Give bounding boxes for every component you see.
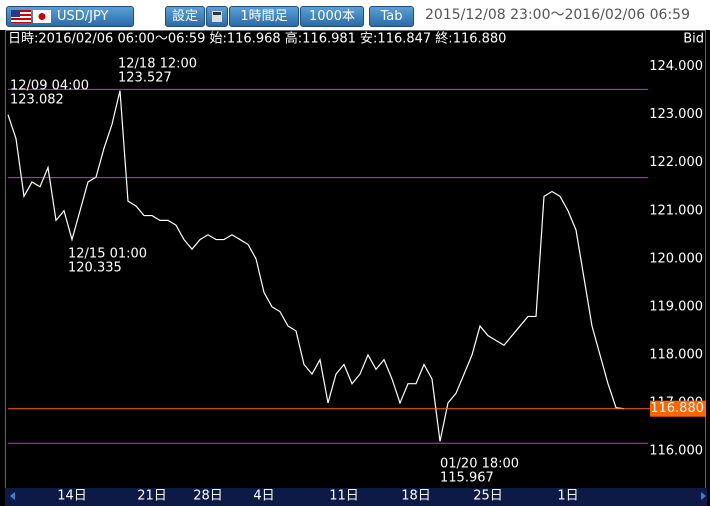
y-tick-label: 123.000 — [649, 107, 703, 122]
x-tick-label: 25日 — [473, 489, 503, 504]
y-tick-label: 119.000 — [649, 299, 703, 314]
icon-button[interactable] — [206, 6, 228, 27]
y-tick-label: 122.000 — [649, 155, 703, 170]
x-tick-label: 4日 — [253, 489, 274, 504]
y-tick-label: 120.000 — [649, 251, 703, 266]
x-tick-label: 14日 — [57, 489, 87, 504]
date-range: 2015/12/08 23:00～2016/02/06 06:59 — [425, 7, 690, 23]
y-tick-label: 124.000 — [649, 59, 703, 74]
x-tick-label: 28日 — [193, 489, 223, 504]
settings-button[interactable]: 設定 — [165, 6, 205, 27]
annotation-time: 12/09 04:00 — [10, 79, 89, 94]
y-tick-label: 121.000 — [649, 203, 703, 218]
pair-label: USD/JPY — [57, 9, 109, 24]
scrollbar[interactable] — [5, 488, 707, 506]
scroll-right[interactable] — [701, 492, 706, 500]
annotation-value: 120.335 — [68, 261, 122, 276]
price-type: Bid — [683, 32, 704, 47]
annotation-value: 115.967 — [440, 471, 494, 486]
chart-background — [0, 30, 710, 506]
x-tick-label: 1日 — [557, 489, 578, 504]
info-text: 日時:2016/02/06 06:00～06:59 始:116.968 高:11… — [8, 31, 506, 47]
scroll-left[interactable] — [10, 492, 15, 500]
count-button[interactable]: 1000本 — [300, 6, 364, 27]
x-tick-label: 18日 — [401, 489, 431, 504]
timeframe-button[interactable]: 1時間足 — [229, 6, 299, 27]
price-line — [7, 90, 625, 442]
annotation-value: 123.082 — [10, 93, 64, 108]
pair-button[interactable]: USD/JPY — [6, 6, 134, 27]
annotation-time: 12/18 12:00 — [118, 57, 197, 72]
current-price-label: 116.880 — [650, 401, 704, 416]
y-tick-label: 116.000 — [649, 443, 703, 458]
icon — [212, 11, 222, 22]
y-tick-label: 118.000 — [649, 347, 703, 362]
flags — [11, 10, 51, 23]
toolbar: USD/JPY 設定 1時間足 1000本 Tab 2015/12/08 23:… — [0, 0, 710, 30]
tab-button[interactable]: Tab — [369, 6, 414, 27]
x-tick-label: 11日 — [329, 489, 359, 504]
annotation-time: 01/20 18:00 — [440, 457, 519, 472]
current-price-box — [650, 400, 706, 417]
annotation-value: 123.527 — [118, 71, 172, 86]
x-tick-label: 21日 — [137, 489, 167, 504]
annotation-time: 12/15 01:00 — [68, 247, 147, 262]
